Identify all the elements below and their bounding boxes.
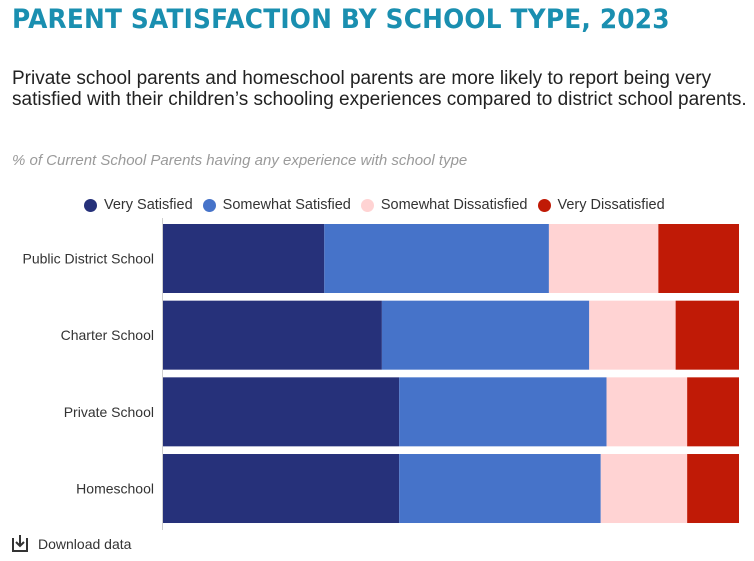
legend-swatch — [537, 198, 551, 212]
legend: Very Satisfied Somewhat Satisfied Somewh… — [84, 195, 675, 215]
chart-subtitle: Private school parents and homeschool pa… — [12, 68, 747, 110]
bar-segment[interactable] — [163, 300, 382, 370]
category-label: Homeschool — [76, 481, 154, 497]
bar-segment[interactable] — [606, 377, 688, 447]
bar-segment[interactable] — [399, 377, 607, 447]
legend-item-very-dissatisfied: Very Dissatisfied — [537, 197, 665, 213]
legend-label: Very Dissatisfied — [557, 197, 665, 213]
chart-note: % of Current School Parents having any e… — [12, 152, 468, 169]
bar-segment[interactable] — [163, 454, 400, 524]
bar-segment[interactable] — [381, 300, 590, 370]
bar-segment[interactable] — [687, 377, 739, 447]
bar-segment[interactable] — [687, 454, 739, 524]
legend-item-somewhat-satisfied: Somewhat Satisfied — [202, 197, 351, 213]
legend-label: Very Satisfied — [104, 197, 193, 213]
bar-segment[interactable] — [589, 300, 676, 370]
bar-segment[interactable] — [548, 224, 659, 293]
download-icon — [12, 535, 28, 552]
bar-segment[interactable] — [163, 377, 400, 447]
legend-label: Somewhat Satisfied — [222, 197, 351, 213]
bar-segment[interactable] — [399, 454, 601, 524]
category-label: Private School — [64, 404, 154, 420]
download-label: Download data — [38, 536, 132, 552]
legend-label: Somewhat Dissatisfied — [380, 197, 528, 213]
category-label: Public District School — [23, 251, 155, 267]
legend-swatch — [84, 198, 97, 212]
chart-title: PARENT SATISFACTION BY SCHOOL TYPE, 2023 — [12, 4, 670, 35]
legend-item-very-satisfied: Very Satisfied — [84, 197, 193, 213]
bar-segment[interactable] — [163, 224, 325, 293]
bar-segment[interactable] — [658, 224, 739, 293]
legend-swatch — [360, 198, 374, 212]
legend-swatch — [202, 198, 216, 212]
stacked-bar-chart: Public District School Charter School Priv… — [23, 218, 739, 530]
bar-segment[interactable] — [324, 224, 549, 293]
category-label: Charter School — [61, 327, 154, 343]
legend-item-somewhat-dissatisfied: Somewhat Dissatisfied — [360, 197, 528, 213]
bar-segment[interactable] — [600, 454, 688, 524]
download-data-link[interactable]: Download data — [10, 534, 131, 554]
bar-segment[interactable] — [675, 300, 739, 370]
